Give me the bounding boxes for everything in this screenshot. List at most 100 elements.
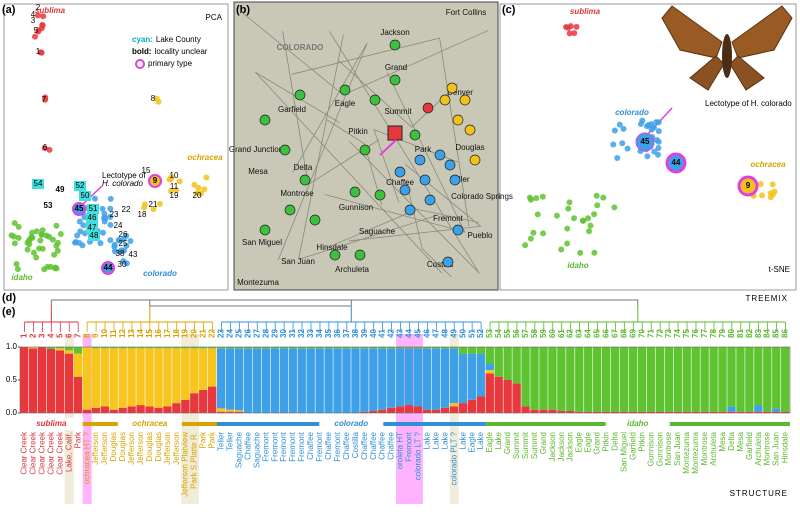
sample-label: 78 (709, 329, 718, 338)
locality-label: Chaffee (369, 431, 378, 459)
locality-label: Eagle (575, 431, 584, 452)
site (449, 174, 461, 186)
bar-segment (261, 347, 271, 349)
bar-segment (440, 348, 450, 408)
sample-label: 34 (315, 329, 324, 338)
bar-segment (145, 406, 154, 413)
sample-label: 67 (611, 329, 620, 338)
sample-label: 40 (369, 329, 378, 338)
bar-segment (673, 347, 682, 412)
point-label: 6 (43, 143, 48, 152)
bar-segment (727, 406, 736, 412)
locality-label: Clear Creek (46, 431, 55, 475)
map-label: Gunnison (339, 203, 373, 212)
bar-segment (270, 347, 280, 349)
bar-segment (46, 347, 56, 349)
bar-segment (360, 411, 369, 413)
locality-label: Lake (458, 431, 467, 449)
sample-label: 51 (467, 329, 476, 338)
bar-segment (199, 389, 208, 413)
point (32, 33, 39, 40)
locality-label: Eagle (467, 431, 476, 452)
sample-label: 32 (297, 329, 306, 338)
bar-segment (46, 348, 56, 413)
point (28, 234, 35, 241)
point-label: 22 (122, 205, 131, 214)
bar-segment (494, 376, 503, 413)
bar-segment (190, 347, 199, 349)
map-label: Mesa (248, 167, 268, 176)
point (156, 200, 163, 207)
locality-label: Fremont (405, 431, 414, 462)
bar-segment (396, 348, 405, 407)
sample-label: 57 (521, 329, 530, 338)
group-label: ochracea (750, 160, 786, 169)
point (564, 225, 571, 232)
point-label: 15 (142, 166, 151, 175)
point (195, 184, 202, 191)
point (74, 232, 81, 239)
point-label: 43 (129, 250, 138, 259)
bar-segment (181, 348, 190, 400)
group-label: colorado (615, 108, 649, 117)
sample-label: 58 (530, 329, 539, 338)
bar-segment (181, 399, 190, 413)
point (168, 187, 175, 194)
bar-segment (64, 347, 74, 351)
locality-label: Archuleta (709, 431, 718, 465)
point-label: 2 (36, 3, 41, 12)
point-label: 49 (56, 185, 65, 194)
lake-highlight (86, 223, 98, 233)
bar-segment (431, 347, 441, 349)
point (758, 192, 765, 199)
point (11, 220, 18, 227)
sample-label: 81 (736, 329, 745, 338)
bar-segment (512, 347, 521, 384)
point-label: 3 (31, 16, 36, 25)
point (123, 260, 130, 267)
bar-segment (772, 408, 781, 412)
panel-label: (d) (2, 292, 16, 304)
annotation: Lectotype of (102, 171, 146, 180)
point (203, 174, 210, 181)
locality-label: Mesa (718, 431, 727, 451)
group-label: sublima (570, 7, 601, 16)
bar-segment (754, 347, 763, 406)
bar-segment (575, 347, 584, 412)
legend-text: locality unclear (155, 47, 208, 56)
pointer (379, 139, 397, 156)
bar-segment (405, 405, 414, 413)
bar-segment (360, 347, 369, 349)
map-label: Denver (447, 88, 473, 97)
group-label: idaho (567, 261, 588, 270)
bar-segment (727, 347, 736, 407)
point (527, 196, 534, 203)
point (530, 229, 537, 236)
group-name: sublima (36, 419, 67, 428)
bar-segment (754, 411, 763, 413)
point (540, 230, 547, 237)
locality-label: Mesa (736, 431, 745, 451)
site (399, 184, 411, 196)
sample-label: 1 (20, 333, 29, 338)
bar-segment (387, 407, 396, 413)
locality-label: Jackson (566, 432, 575, 461)
locality-label: Grand (539, 432, 548, 454)
point (54, 247, 61, 254)
point (57, 231, 64, 238)
locality-label: Clear Creek (29, 431, 38, 475)
site (309, 214, 321, 226)
sample-label: 61 (557, 329, 566, 338)
bar-segment (485, 363, 494, 371)
point-label: 38 (116, 249, 125, 258)
bar-segment (754, 405, 763, 412)
point-label: 54 (34, 179, 43, 188)
bar-segment (208, 347, 217, 349)
point (614, 154, 621, 161)
point (76, 239, 83, 246)
point-label: 26 (119, 230, 128, 239)
sample-label: 9 (91, 333, 100, 338)
locality-label: Gunnison (655, 432, 664, 466)
site (442, 256, 454, 268)
sample-label: 62 (566, 329, 575, 338)
